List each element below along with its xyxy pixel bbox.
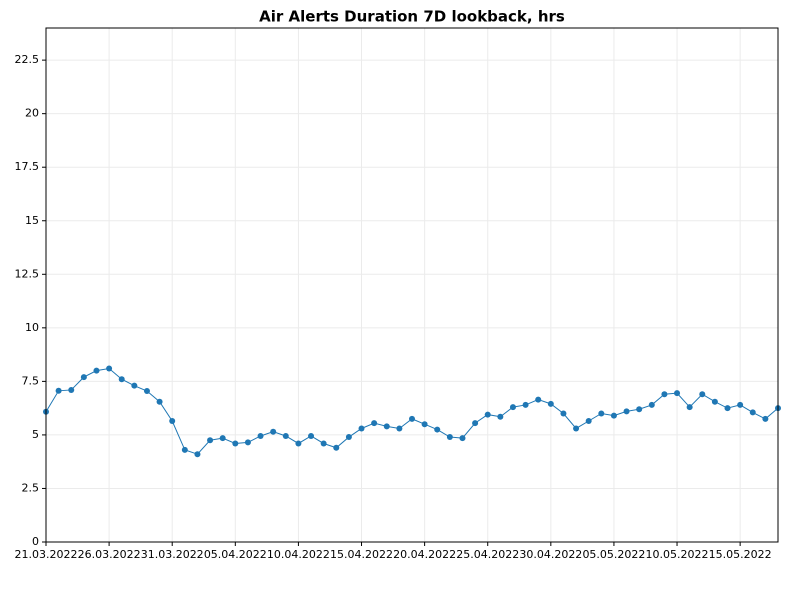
point (648, 401, 655, 408)
point (106, 365, 113, 372)
y-tick-label: 15 (25, 214, 39, 227)
point (320, 440, 327, 447)
y-tick-label: 0 (32, 535, 39, 548)
point (472, 420, 479, 427)
y-tick-label: 5 (32, 428, 39, 441)
x-tick-label: 26.03.2022 (78, 548, 141, 561)
x-tick-label: 31.03.2022 (141, 548, 204, 561)
point (156, 398, 163, 405)
point (724, 405, 731, 412)
x-tick-label: 20.04.2022 (393, 548, 456, 561)
point (308, 432, 315, 439)
y-tick-label: 12.5 (15, 267, 40, 280)
point (509, 404, 516, 411)
y-tick-label: 7.5 (22, 374, 40, 387)
point (711, 398, 718, 405)
point (585, 417, 592, 424)
x-tick-label: 25.04.2022 (456, 548, 519, 561)
y-tick-label: 10 (25, 321, 39, 334)
point (219, 435, 226, 442)
point (80, 374, 87, 381)
point (737, 401, 744, 408)
point (244, 439, 251, 446)
x-tick-label: 10.05.2022 (646, 548, 709, 561)
y-tick-label: 22.5 (15, 53, 40, 66)
point (535, 396, 542, 403)
point (421, 421, 428, 428)
point (169, 417, 176, 424)
point (396, 425, 403, 432)
point (409, 415, 415, 422)
point (623, 408, 630, 415)
x-tick-label: 15.04.2022 (330, 548, 393, 561)
point (573, 425, 580, 432)
x-tick-label: 05.05.2022 (582, 548, 645, 561)
point (68, 386, 75, 393)
point (446, 434, 453, 441)
x-tick-label: 21.03.2022 (15, 548, 78, 561)
point (345, 434, 352, 441)
point (257, 432, 264, 439)
point (547, 400, 554, 407)
plot (43, 365, 781, 458)
point (699, 391, 706, 398)
point (610, 412, 617, 419)
point (55, 387, 62, 394)
point (598, 410, 605, 417)
point (333, 444, 340, 451)
grid: 0 2.5 5 7.5 10 12.5 15 17.5 20 22.5 21.03.2022 26.0… (15, 28, 778, 561)
point (93, 367, 100, 374)
point (434, 426, 441, 433)
y-tick-label: 17.5 (15, 160, 40, 173)
point (270, 428, 277, 435)
y-tick-label: 20 (25, 107, 39, 120)
point (674, 390, 681, 397)
point (383, 423, 390, 430)
x-tick-label: 30.04.2022 (519, 548, 582, 561)
point (282, 432, 289, 439)
plot-frame (45, 27, 779, 543)
point (181, 446, 188, 453)
x-tick-label: 15.05.2022 (709, 548, 772, 561)
point (484, 411, 491, 418)
point (143, 388, 150, 395)
point (497, 413, 504, 420)
point (295, 440, 302, 447)
point (118, 376, 125, 383)
point (131, 382, 138, 389)
point (232, 440, 239, 447)
point (459, 435, 466, 442)
point (749, 409, 756, 416)
x-tick-label: 05.04.2022 (204, 548, 267, 561)
point (762, 415, 769, 422)
x-tick-label: 10.04.2022 (267, 548, 330, 561)
y-tick-label: 2.5 (22, 481, 40, 494)
point (661, 391, 668, 398)
point (560, 410, 567, 417)
point (686, 404, 693, 411)
point (371, 420, 378, 427)
point (194, 451, 201, 458)
chart-title: Air Alerts Duration 7D lookback, hrs (259, 8, 565, 26)
point (358, 425, 365, 432)
point (207, 437, 214, 444)
point (522, 401, 529, 408)
point (636, 406, 643, 413)
